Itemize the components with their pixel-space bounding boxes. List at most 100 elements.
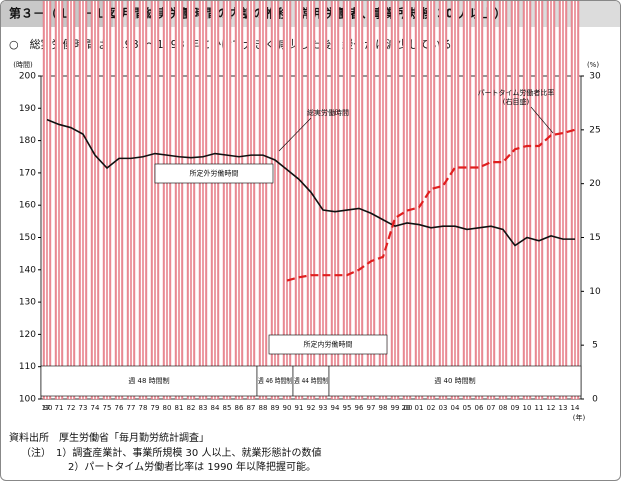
x-tick-label: 02 — [427, 404, 436, 412]
y2-tick-label: 20 — [589, 179, 601, 189]
x-tick-label: 72 — [67, 404, 76, 412]
bar — [354, 1, 364, 400]
x-tick-label: 81 — [175, 404, 184, 412]
bar — [366, 1, 376, 400]
bar — [54, 1, 64, 400]
x-tick-label: 1970 — [42, 404, 53, 412]
x-tick-label: 89 — [271, 404, 280, 412]
bar — [66, 1, 76, 400]
bar — [150, 1, 160, 400]
line — [46, 118, 575, 247]
x-tick-label: 12 — [547, 404, 556, 412]
x-tick-label: 74 — [91, 404, 100, 412]
y-tick-label: 140 — [19, 265, 36, 275]
series-label: 総実労働時間 — [307, 108, 349, 117]
x-tick-label: 05 — [463, 404, 472, 412]
note: 資料出所 厚生労働省「毎月勤労統計調査」 — [9, 431, 209, 444]
bar — [570, 1, 580, 400]
bar — [426, 1, 436, 400]
bar — [162, 1, 172, 400]
note: 2）パートタイム労働者比率は 1990 年以降把握可能。 — [68, 460, 316, 473]
bar — [210, 1, 220, 400]
series-label-box — [154, 163, 274, 184]
bar — [462, 1, 472, 400]
y-tick-label: 200 — [19, 72, 36, 82]
x-tick-label: 92 — [307, 404, 316, 412]
x-tick-label: 10 — [523, 404, 532, 412]
leader — [530, 106, 554, 134]
bar — [306, 1, 316, 400]
bar — [330, 1, 340, 400]
regime-label: 週 46 時間制 — [258, 376, 292, 385]
bar — [318, 1, 328, 400]
y-tick-label: 190 — [19, 104, 36, 114]
bar — [414, 1, 424, 400]
x-tick-label: 83 — [199, 404, 208, 412]
y2-tick-label: 0 — [592, 395, 598, 405]
x-tick-label: 77 — [127, 404, 136, 412]
y-tick-label: 120 — [19, 330, 36, 340]
series-label-note: (右目盛) — [503, 97, 530, 106]
x-tick-label: 73 — [79, 404, 88, 412]
regime-label: 週 40 時間制 — [434, 376, 475, 385]
y-tick-label: 180 — [19, 136, 36, 146]
line — [286, 128, 576, 282]
bar — [102, 1, 112, 400]
x-tick-label: 76 — [115, 404, 124, 412]
x-tick-label: 80 — [163, 404, 172, 412]
x-tick-label: 88 — [259, 404, 268, 412]
x-tick-label: 93 — [319, 404, 328, 412]
bar — [450, 1, 460, 400]
bar — [234, 1, 244, 400]
bar — [342, 1, 352, 400]
bar — [558, 1, 568, 400]
bar — [222, 1, 232, 400]
y-tick-label: 130 — [19, 298, 36, 308]
x-tick-label: 07 — [487, 404, 496, 412]
x-tick-label: 85 — [223, 404, 232, 412]
x-tick-label: 99 — [391, 404, 400, 412]
x-tick-label: 96 — [355, 404, 364, 412]
x-tick-label: 13 — [559, 404, 568, 412]
regime-box — [256, 365, 294, 397]
x-tick-label: 82 — [187, 404, 196, 412]
y2-tick-label: 10 — [589, 287, 601, 297]
bar — [246, 1, 256, 400]
bar — [474, 1, 484, 400]
bar — [498, 1, 508, 400]
bar — [438, 1, 448, 400]
x-tick-label: 11 — [535, 404, 544, 412]
x-tick-label: 04 — [451, 404, 460, 412]
x-tick-label: 84 — [211, 404, 220, 412]
x-tick-label: 06 — [475, 404, 484, 412]
bar — [522, 1, 532, 400]
y-tick-label: 100 — [19, 395, 36, 405]
x-tick-label: 09 — [511, 404, 520, 412]
x-tick-label: 75 — [103, 404, 112, 412]
x-tick-label: 14 — [571, 404, 580, 412]
regime-box — [328, 365, 582, 397]
x-tick-label: 08 — [499, 404, 508, 412]
bar — [510, 1, 520, 400]
bar — [42, 1, 52, 400]
bar — [90, 1, 100, 400]
bar — [114, 1, 124, 400]
bar — [126, 1, 136, 400]
y2-tick-label: 5 — [592, 341, 598, 351]
bar — [270, 1, 280, 400]
x-tick-label: 90 — [283, 404, 292, 412]
leader — [278, 117, 312, 152]
y2-tick-label: 15 — [589, 233, 600, 243]
bar — [390, 1, 400, 400]
bar — [402, 1, 412, 400]
regime-box — [292, 365, 330, 397]
regime-label: 週 44 時間制 — [294, 376, 328, 385]
series-label: 所定外労働時間 — [190, 169, 239, 178]
regime-box — [40, 365, 258, 397]
bar — [546, 1, 556, 400]
bar — [294, 1, 304, 400]
x-tick-label: 2000 — [402, 404, 413, 412]
y-axis-label: (時間) — [13, 61, 33, 69]
